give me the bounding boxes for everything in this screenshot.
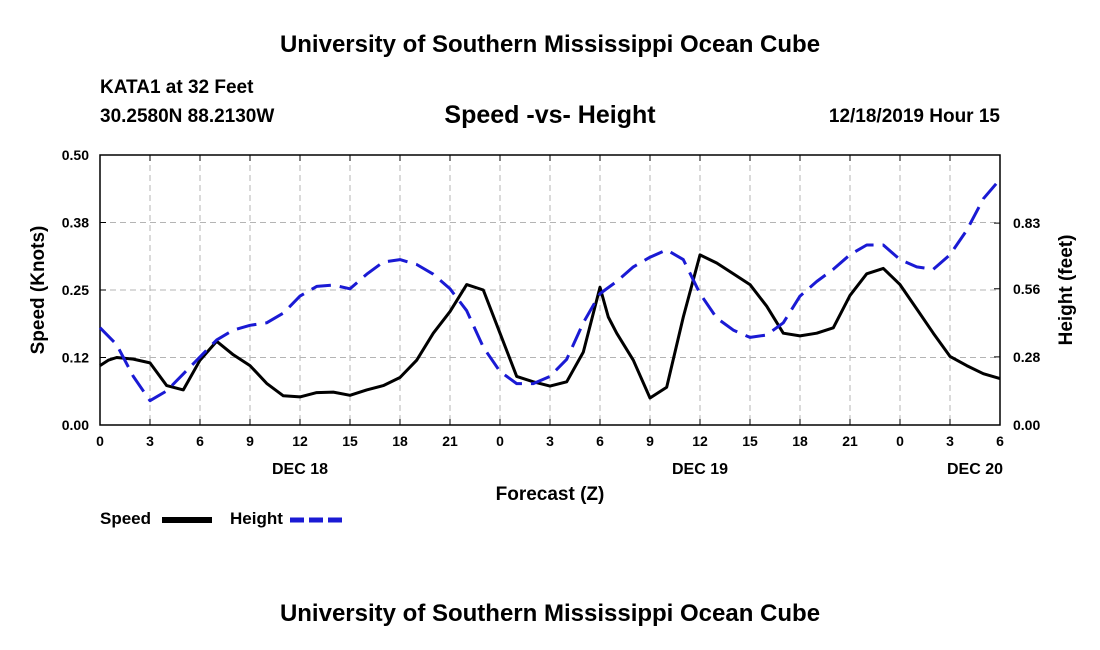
forecast-date-label: 12/18/2019 Hour 15 — [828, 106, 1000, 127]
x-axis-title: Forecast (Z) — [496, 484, 605, 505]
x-tick-label: 15 — [342, 433, 358, 449]
axis-labels: 0 3 6 9 12 15 18 21 0 3 6 9 12 15 18 21 0 3 6 DEC 18 DEC 19 D… — [28, 147, 1077, 505]
legend-speed-swatch — [162, 517, 212, 523]
x-tick-label: 0 — [896, 433, 904, 449]
x-tick-label: 18 — [392, 433, 408, 449]
x-tick-label: 12 — [692, 433, 708, 449]
x-tick-label: 3 — [946, 433, 954, 449]
grid — [100, 155, 1000, 425]
y-axis-title-left: Speed (Knots) — [28, 226, 49, 355]
y-tick-label-left: 0.12 — [62, 350, 89, 366]
legend-speed-label: Speed — [100, 509, 152, 528]
y-tick-label-right: 0.00 — [1013, 417, 1040, 433]
x-tick-label: 21 — [442, 433, 458, 449]
chart-title: Speed -vs- Height — [444, 101, 656, 129]
y-tick-label-right: 0.83 — [1013, 215, 1040, 231]
x-tick-label: 15 — [742, 433, 758, 449]
date-label: DEC 19 — [672, 461, 728, 478]
legend-height-label: Height — [230, 509, 283, 528]
y-tick-label-left: 0.25 — [62, 282, 89, 298]
y-axis-title-right: Height (feet) — [1056, 235, 1077, 346]
series-line-speed — [99, 253, 1001, 400]
date-label: DEC 20 — [947, 461, 1003, 478]
y-tick-label-left: 0.38 — [62, 215, 89, 231]
y-tick-label-left: 0.50 — [62, 147, 89, 163]
y-tick-label-left: 0.00 — [62, 417, 89, 433]
x-tick-label: 21 — [842, 433, 858, 449]
x-tick-label: 3 — [146, 433, 154, 449]
x-tick-label: 0 — [96, 433, 104, 449]
y-tick-label-right: 0.56 — [1013, 281, 1040, 297]
header-title: University of Southern Mississippi Ocean… — [279, 31, 821, 58]
x-tick-label: 6 — [196, 433, 204, 449]
x-tick-label: 12 — [292, 433, 308, 449]
x-tick-label: 3 — [546, 433, 554, 449]
legend-height-swatch — [290, 517, 342, 523]
coordinates-label: 30.2580N 88.2130W — [100, 106, 275, 127]
y-tick-label-right: 0.28 — [1013, 349, 1040, 365]
date-label: DEC 18 — [272, 461, 328, 478]
plot-frame — [99, 154, 1001, 426]
x-tick-label: 18 — [792, 433, 808, 449]
footer-title: University of Southern Mississippi Ocean… — [279, 600, 821, 627]
series-line-height — [98, 178, 1002, 403]
x-tick-label: 9 — [646, 433, 654, 449]
x-tick-label: 9 — [246, 433, 254, 449]
x-tick-label: 6 — [596, 433, 604, 449]
x-tick-label: 6 — [996, 433, 1004, 449]
station-label: KATA1 at 32 Feet — [100, 77, 254, 98]
x-tick-label: 0 — [496, 433, 504, 449]
series-layer — [98, 178, 1002, 403]
